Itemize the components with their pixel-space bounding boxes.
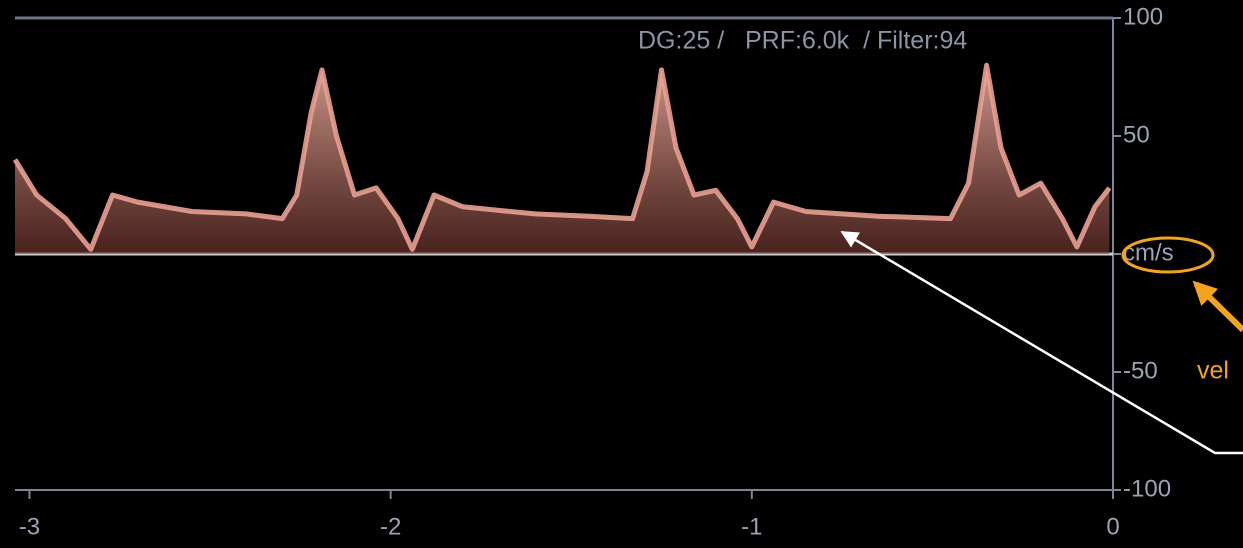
x-tick-label: -1 — [741, 513, 762, 540]
page: DG:25 / PRF:6.0k / Filter:94 -100 -50 cm/s… — [0, 0, 1243, 548]
x-tick-label: 0 — [1106, 513, 1119, 540]
orange-arrow — [1196, 284, 1243, 330]
y-tick-label: 50 — [1123, 121, 1150, 148]
pointer-arrow — [842, 232, 1243, 453]
y-tick-label: 100 — [1123, 3, 1163, 30]
settings-annotation: DG:25 / PRF:6.0k / Filter:94 — [638, 27, 967, 55]
doppler-chart: DG:25 / PRF:6.0k / Filter:94 -100 -50 cm/s… — [0, 0, 1243, 548]
spectral-fill — [15, 65, 1109, 254]
y-tick-label: -100 — [1123, 475, 1171, 502]
x-tick-label: -3 — [19, 513, 40, 540]
side-note: vel — [1197, 357, 1229, 385]
y-tick-label: cm/s — [1123, 239, 1174, 266]
x-tick-label: -2 — [380, 513, 401, 540]
y-tick-label: -50 — [1123, 357, 1158, 384]
